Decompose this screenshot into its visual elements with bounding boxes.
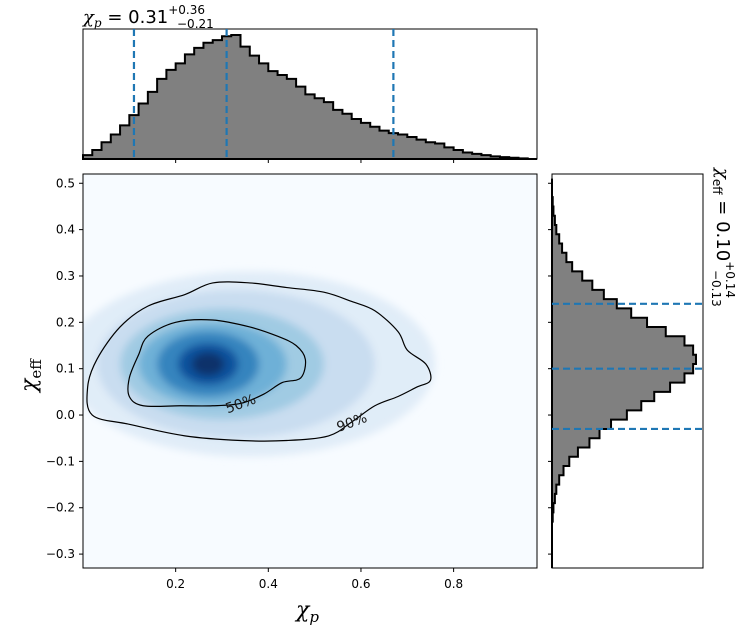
right-histogram-bars — [551, 178, 697, 568]
x-tick-label-2: 0.6 — [351, 577, 370, 591]
density-x-ticks: 0.2 0.4 0.6 0.8 — [166, 568, 463, 591]
y-tick-label-8: −0.3 — [46, 547, 75, 561]
y-tick-label-7: −0.2 — [46, 501, 75, 515]
y-tick-label-5: 0.0 — [56, 408, 75, 422]
x-tick-label-0: 0.2 — [166, 577, 185, 591]
density-y-ticks: 0.5 0.4 0.3 0.2 0.1 0.0 −0.1 −0.2 −0.3 — [46, 176, 83, 561]
contour-line-0 — [127, 319, 307, 408]
right-title-upper: +0.14 — [723, 261, 737, 298]
right-histogram-title: χeff = 0.10+0.14−0.13 — [709, 166, 737, 307]
contour-line-1 — [86, 281, 432, 442]
right-histogram-y-ticks — [548, 182, 552, 555]
top-histogram-bars — [82, 34, 537, 160]
density-y-axis-label: χeff — [17, 358, 45, 394]
y-tick-label-2: 0.3 — [56, 269, 75, 283]
density-panel: 50%90% 0.2 0.4 0.6 0.8 0.50.40.30.20.10.0−0… — [17, 173, 538, 626]
density-level-6 — [191, 352, 225, 376]
top-title-lower: −0.21 — [177, 17, 214, 31]
right-histogram-quantile-lines — [552, 302, 703, 431]
right-histogram-step — [551, 178, 697, 568]
top-histogram-panel: χp = 0.31+0.36 −0.21 — [81, 3, 538, 163]
y-tick-label-0: 0.5 — [56, 176, 75, 190]
x-tick-label-3: 0.8 — [444, 577, 463, 591]
right-title-lower: −0.13 — [709, 270, 723, 307]
y-tick-label-4: 0.1 — [56, 362, 75, 376]
right-histogram-panel: χeff = 0.10+0.14−0.13 — [548, 166, 737, 569]
density-frame — [82, 173, 538, 569]
y-tick-label-3: 0.2 — [56, 315, 75, 329]
top-title-value: 0.31 — [128, 7, 168, 28]
top-title-upper: +0.36 — [168, 3, 205, 17]
top-histogram-x-ticks — [175, 159, 455, 163]
x-tick-label-1: 0.4 — [259, 577, 278, 591]
top-histogram-title: χp = 0.31+0.36 −0.21 — [81, 3, 214, 31]
density-heatmap — [83, 271, 436, 457]
right-title-value: 0.10 — [712, 221, 733, 261]
density-x-axis-label: χp — [294, 598, 319, 626]
y-tick-label-6: −0.1 — [46, 454, 75, 468]
top-histogram-step — [82, 34, 537, 160]
y-tick-label-1: 0.4 — [56, 223, 75, 237]
